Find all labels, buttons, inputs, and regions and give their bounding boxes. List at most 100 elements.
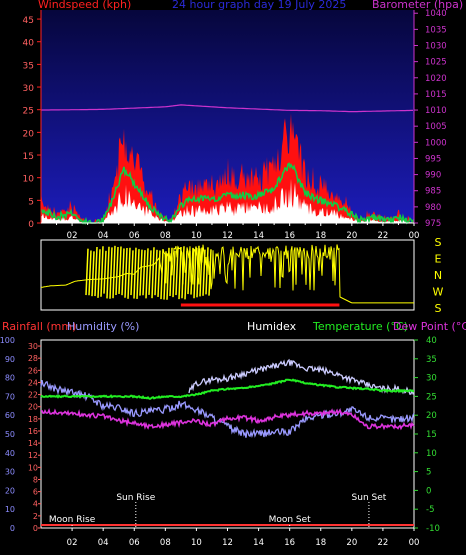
wind-x-tick-label: 16 (284, 231, 295, 241)
temperature-tick-label: 5 (426, 468, 431, 478)
temperature-line (40, 378, 415, 401)
direction-swing (121, 248, 125, 296)
rain-tick-label: 4 (33, 500, 38, 509)
barometer-tick-label: 1025 (425, 58, 447, 68)
wind-axis-label: Windspeed (kph) (38, 0, 131, 11)
rain-tick-label: 30 (28, 342, 38, 351)
direction-letter: S (435, 236, 442, 249)
dew-point-line (40, 408, 415, 431)
wind-tick-label: 25 (23, 107, 34, 117)
direction-swing (157, 250, 161, 297)
wind-x-tick-label: 14 (253, 231, 264, 241)
rain-tick-label: 28 (28, 354, 38, 363)
direction-swing (115, 246, 119, 296)
direction-swing (190, 247, 194, 295)
direction-swing (136, 249, 140, 299)
humidity-line (40, 379, 415, 439)
wind-x-tick-label: 22 (378, 231, 389, 241)
rainfall-axis-label: Rainfall (mm) (2, 320, 76, 333)
temperature-y-ticks: -10 -5 0 5 10 15 20 25 30 35 40 (414, 336, 440, 534)
astronomy-events: Moon Rise Sun Rise Moon Set Sun Set (49, 493, 387, 528)
temperature-x-tick-label: 22 (378, 538, 389, 548)
direction-swing (109, 247, 113, 299)
humidity-tick-label: 20 (5, 486, 15, 495)
barometer-tick-label: 1020 (425, 74, 447, 84)
humidity-tick-label: 70 (5, 392, 15, 401)
humidity-tick-label: 80 (5, 374, 15, 383)
humidity-tick-label: 30 (5, 468, 15, 477)
temperature-x-tick-label: 04 (98, 538, 109, 548)
rain-tick-label: 24 (28, 378, 38, 387)
event-label: Moon Set (269, 515, 312, 525)
wind-x-tick-label: 08 (160, 231, 171, 241)
temperature-x-tick-label: 14 (253, 538, 264, 548)
wind-x-tick-label: 00 (409, 231, 420, 241)
dew-point-axis-label: Dew Point (°C) (393, 320, 466, 333)
wind-x-tick-label: 18 (315, 231, 326, 241)
direction-swing (139, 249, 143, 296)
wind-tick-label: 45 (23, 16, 34, 26)
direction-swing (202, 249, 206, 296)
temperature-tick-label: 20 (426, 411, 437, 421)
wind-tick-label: 20 (23, 129, 35, 139)
direction-swing (106, 246, 110, 299)
humidity-tick-label: 0 (10, 524, 15, 533)
barometer-tick-label: 990 (425, 171, 441, 181)
event-label: Sun Rise (116, 493, 155, 503)
direction-swing (199, 247, 203, 297)
wind-tick-label: 5 (28, 197, 34, 207)
temperature-axis-label: Temperature (°C) (312, 320, 408, 333)
rain-tick-label: 6 (33, 488, 38, 497)
temperature-series (40, 358, 415, 526)
direction-swing (187, 251, 191, 295)
wind-lull-area (41, 178, 414, 223)
temperature-tick-label: 30 (426, 374, 437, 384)
barometer-tick-label: 1015 (425, 90, 447, 100)
temperature-x-tick-label: 16 (284, 538, 295, 548)
rain-tick-label: 8 (33, 475, 38, 484)
rain-tick-label: 14 (28, 439, 38, 448)
wind-gust-area (41, 113, 414, 223)
barometer-axis-label: Barometer (hpa) (372, 0, 463, 11)
direction-swing (181, 246, 185, 299)
direction-swing (133, 247, 137, 299)
direction-swing (145, 248, 149, 299)
direction-swing (97, 249, 101, 298)
barometer-tick-label: 1005 (425, 122, 447, 132)
barometer-tick-label: 1035 (425, 25, 447, 35)
direction-series (40, 244, 414, 307)
barometer-tick-label: 975 (425, 219, 441, 229)
wind-x-tick-label: 02 (67, 231, 78, 241)
direction-swing (172, 250, 176, 298)
direction-swing (193, 246, 197, 299)
rain-tick-label: 12 (28, 451, 38, 460)
rain-tick-label: 20 (28, 403, 38, 412)
direction-swing (178, 246, 182, 300)
humidity-tick-label: 50 (5, 430, 15, 439)
direction-swing (94, 246, 98, 297)
barometer-tick-label: 1040 (425, 9, 447, 19)
barometer-tick-label: 1030 (425, 42, 447, 52)
temperature-x-tick-label: 08 (160, 538, 171, 548)
direction-letter: S (435, 302, 442, 315)
temperature-x-tick-label: 00 (409, 538, 420, 548)
barometer-y-ticks: 975 980 985 990 995 1000 1005 1010 1015 1020 1025 1… (414, 9, 447, 229)
temperature-x-tick-label: 12 (222, 538, 233, 548)
wind-tick-label: 15 (23, 152, 34, 162)
temperature-tick-label: -5 (426, 505, 434, 515)
rain-tick-label: 26 (28, 366, 38, 375)
direction-swing (169, 247, 173, 297)
barometer-tick-label: 980 (425, 203, 441, 213)
rain-tick-label: 0 (33, 524, 38, 533)
rain-tick-label: 22 (28, 391, 38, 400)
direction-swing (166, 247, 170, 300)
direction-swing (148, 250, 152, 295)
direction-swing (196, 245, 200, 298)
direction-swing (88, 250, 92, 296)
humidity-y-ticks: 0 10 20 30 40 50 60 70 80 90 100 (0, 336, 15, 533)
humidity-axis-label: Humidity (%) (67, 320, 139, 333)
direction-swing (100, 246, 104, 297)
